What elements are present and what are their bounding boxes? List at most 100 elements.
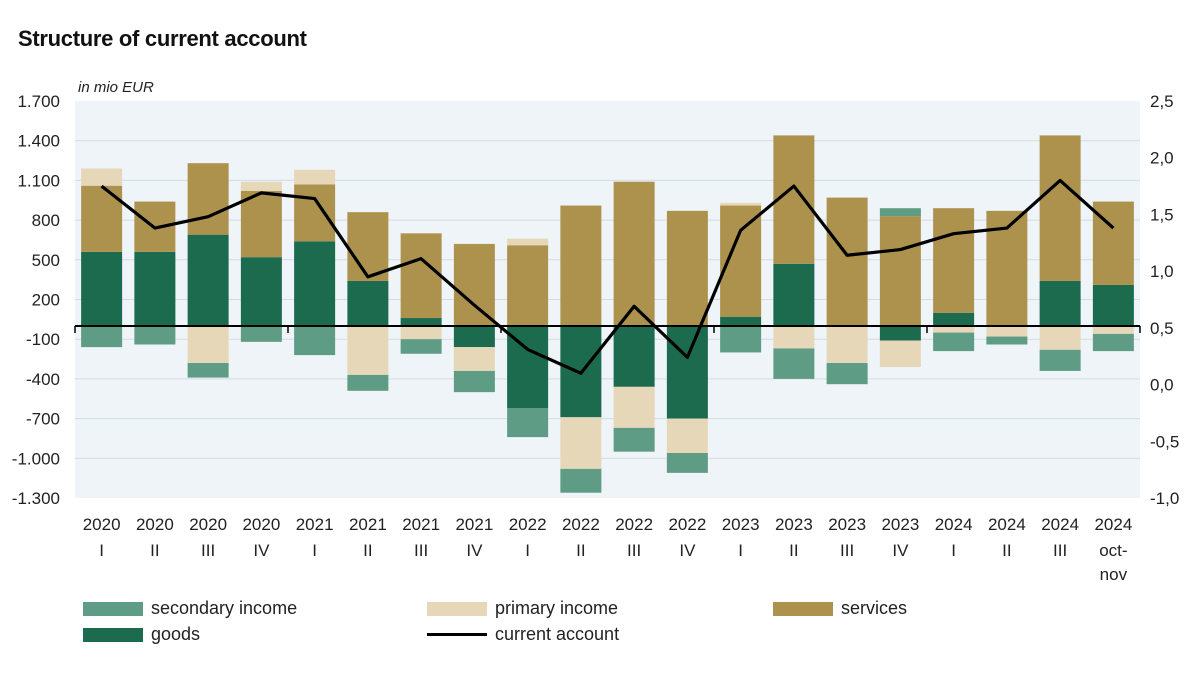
y-left-tick-label: 1.100: [17, 171, 60, 190]
x-tick-year: 2022: [615, 515, 653, 534]
bar-primary-income: [453, 347, 495, 371]
bar-goods: [81, 251, 123, 326]
x-tick-period: III: [201, 541, 215, 560]
bar-services: [826, 197, 868, 326]
x-tick-year: 2023: [828, 515, 866, 534]
x-tick-period: II: [150, 541, 159, 560]
bar-primary-income: [187, 325, 229, 364]
x-tick-year: 2022: [562, 515, 600, 534]
chart-title: Structure of current account: [18, 26, 307, 51]
x-tick-period: IV: [679, 541, 696, 560]
bar-secondary-income: [134, 325, 176, 345]
bar-secondary-income: [879, 208, 921, 217]
y-right-tick-label: 0,5: [1150, 319, 1174, 338]
bar-services: [1039, 135, 1081, 281]
x-tick-year: 2024: [988, 515, 1026, 534]
y-right-tick-label: 1,5: [1150, 205, 1174, 224]
y-left-tick-label: -700: [26, 410, 60, 429]
bar-primary-income: [613, 386, 655, 428]
bar-services: [879, 216, 921, 326]
legend-swatch-services: [773, 601, 833, 616]
x-tick-period: I: [312, 541, 317, 560]
bar-services: [453, 243, 495, 326]
current-account-line: [100, 178, 1115, 375]
unit-label: in mio EUR: [78, 79, 154, 96]
y-left-tick-label: -400: [26, 370, 60, 389]
x-tick-period: IV: [466, 541, 483, 560]
bar-services: [666, 210, 708, 326]
bar-goods: [613, 325, 655, 387]
x-tick-year: 2023: [775, 515, 813, 534]
x-tick-period: III: [414, 541, 428, 560]
bar-services: [400, 233, 442, 319]
zero-axis: [74, 324, 1141, 333]
x-tick-year: 2024: [935, 515, 973, 534]
bar-secondary-income: [187, 363, 229, 378]
bar-secondary-income: [666, 453, 708, 473]
bar-secondary-income: [1092, 333, 1134, 352]
bar-primary-income: [1039, 325, 1081, 350]
bar-goods: [400, 318, 442, 326]
legend-label: goods: [151, 624, 201, 644]
x-tick-year: 2020: [242, 515, 280, 534]
bar-secondary-income: [933, 332, 975, 352]
x-tick-period: II: [1002, 541, 1011, 560]
bar-goods: [187, 234, 229, 326]
x-tick-period: II: [576, 541, 585, 560]
legend-item-services: services: [773, 598, 907, 619]
bar-services: [507, 245, 549, 326]
x-tick-year: 2023: [722, 515, 760, 534]
legend: secondary income primary income services…: [0, 598, 1200, 658]
bar-primary-income: [240, 181, 282, 191]
x-tick-period: IV: [892, 541, 909, 560]
bar-primary-income: [933, 325, 975, 333]
y-right-tick-label: 2,5: [1150, 92, 1174, 111]
legend-item-current-account: current account: [427, 624, 619, 645]
legend-line-current-account: [427, 633, 487, 636]
y-left-tick-label: -100: [26, 330, 60, 349]
bar-secondary-income: [507, 408, 549, 438]
y-right-tick-label: -1,0: [1150, 489, 1179, 508]
bar-secondary-income: [613, 427, 655, 452]
bar-services: [240, 190, 282, 258]
bar-primary-income: [507, 238, 549, 246]
y-left-tick-label: 800: [32, 211, 60, 230]
bar-secondary-income: [560, 468, 602, 493]
y-right-tick-label: -0,5: [1150, 432, 1179, 451]
x-tick-year: 2021: [455, 515, 493, 534]
y-axis-left: 1.700 1.400 1.100 800 500 200 -100 -400 -700 -1.0…: [12, 92, 60, 508]
legend-label: primary income: [495, 598, 619, 618]
bar-secondary-income: [1039, 349, 1081, 371]
bar-primary-income: [347, 325, 389, 375]
bar-goods: [453, 325, 495, 348]
bar-primary-income: [826, 325, 868, 364]
bar-primary-income: [560, 417, 602, 469]
bar-primary-income: [666, 418, 708, 454]
bar-primary-income: [81, 168, 123, 186]
legend-label: secondary income: [151, 598, 298, 618]
x-tick-period: oct-: [1099, 541, 1127, 560]
x-tick-period: II: [363, 541, 372, 560]
bar-goods: [773, 263, 815, 326]
y-axis-right: 2,5 2,0 1,5 1,0 0,5 0,0 -0,5 -1,0: [1150, 92, 1179, 508]
chart-canvas: 1.700 1.400 1.100 800 500 200 -100 -400 -700 -1.0…: [12, 92, 1180, 584]
y-right-tick-label: 2,0: [1150, 149, 1174, 168]
x-tick-period: I: [738, 541, 743, 560]
x-tick-year: 2021: [296, 515, 334, 534]
bar-goods: [879, 325, 921, 341]
bar-primary-income: [720, 202, 762, 206]
x-tick-year: 2024: [1041, 515, 1079, 534]
bar-primary-income: [294, 169, 336, 185]
bar-goods: [933, 312, 975, 326]
bar-primary-income: [400, 325, 442, 340]
legend-label: services: [841, 598, 908, 618]
x-tick-period: II: [789, 541, 798, 560]
bar-goods: [347, 280, 389, 326]
bar-primary-income: [986, 325, 1028, 337]
x-tick-year: 2022: [668, 515, 706, 534]
x-tick-year: 2020: [83, 515, 121, 534]
y-left-tick-label: 1.400: [17, 132, 60, 151]
legend-swatch-goods: [83, 627, 143, 642]
x-tick-period: IV: [253, 541, 270, 560]
legend-item-goods: goods: [83, 624, 200, 645]
